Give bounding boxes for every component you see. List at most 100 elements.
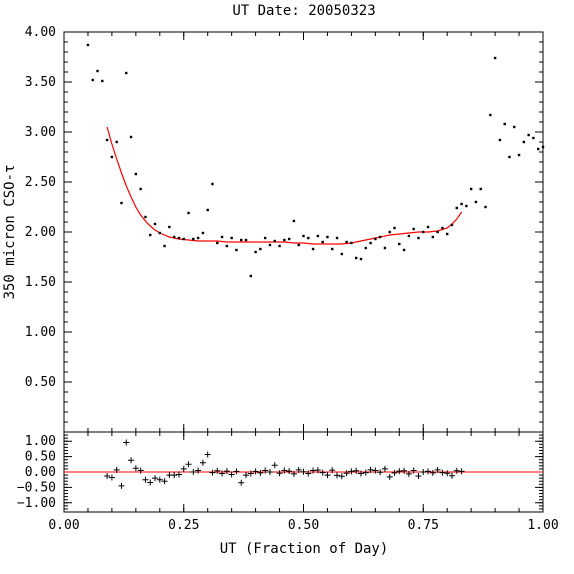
tau-point [326, 235, 329, 239]
tau-y-tick-label: 1.50 [25, 275, 56, 290]
tau-point [240, 238, 243, 242]
tau-point [163, 244, 166, 248]
tau-point [517, 153, 521, 157]
tau-point [503, 122, 506, 126]
residual-point [458, 468, 465, 475]
tau-point [292, 219, 296, 223]
tau-point [235, 248, 238, 252]
tau-point [484, 205, 487, 209]
tau-point [134, 172, 138, 176]
tau-point [321, 240, 324, 244]
tau-point [522, 140, 526, 144]
residual-point [199, 459, 206, 466]
x-tick-label: 0.75 [408, 518, 439, 533]
tau-point [541, 145, 545, 149]
tau-point [115, 140, 118, 144]
fit-curve [106, 126, 463, 245]
residual-point [161, 478, 168, 485]
tau-point [369, 241, 372, 245]
residual-point [420, 469, 427, 475]
tau-point [417, 236, 420, 240]
residual-point [104, 473, 111, 479]
tau-y-tick-label: 1.00 [25, 325, 56, 340]
residual-point [429, 469, 436, 476]
residual-point [233, 468, 240, 475]
residual-point [338, 473, 345, 480]
tau-point [335, 236, 339, 240]
residual-point [381, 465, 388, 472]
tau-point [110, 155, 114, 159]
tau-y-tick-label: 2.50 [25, 175, 56, 190]
residual-point [434, 466, 441, 473]
tau-y-tick-label: 3.50 [25, 75, 56, 90]
tau-point [129, 135, 133, 139]
tau-point [316, 234, 320, 238]
tau-point [96, 69, 99, 73]
residual-point [238, 479, 245, 486]
tau-y-tick-label: 0.50 [25, 375, 56, 390]
residual-point [295, 466, 302, 473]
tau-point [139, 187, 142, 191]
residual-point [137, 467, 144, 474]
residual-point [195, 467, 202, 474]
residual-point [386, 473, 393, 480]
tau-point [149, 233, 152, 237]
residual-point [113, 466, 120, 473]
tau-point [431, 235, 435, 239]
residual-point [357, 470, 364, 477]
tau-point [354, 256, 358, 260]
residual-point [372, 467, 379, 474]
tau-points [86, 43, 545, 278]
residual-point [118, 482, 125, 489]
residual-y-tick-label: 0.00 [25, 465, 56, 480]
tau-point [187, 211, 190, 215]
tau-point [407, 234, 411, 238]
tau-point [436, 230, 439, 234]
residual-point [266, 469, 273, 475]
residual-point [252, 468, 259, 475]
tau-point [220, 235, 224, 239]
tau-point [105, 138, 109, 142]
tau-point [402, 248, 406, 252]
residual-y-tick-label: −0.50 [17, 480, 56, 495]
residual-y-tick-label: 0.50 [25, 450, 56, 465]
x-tick-label: 0.00 [48, 518, 79, 533]
residual-point [362, 469, 369, 476]
tau-y-tick-label: 3.00 [25, 125, 56, 140]
tau-y-tick-label: 4.00 [25, 25, 56, 40]
residual-point [142, 476, 149, 483]
residual-point [219, 470, 226, 477]
tau-point [144, 215, 147, 219]
tau-point [230, 236, 233, 240]
residual-point [190, 469, 197, 475]
residual-point [329, 467, 336, 474]
x-axis-label: UT (Fraction of Day) [220, 541, 389, 557]
tau-y-tick-label: 2.00 [25, 225, 56, 240]
tau-point [498, 138, 502, 142]
residual-point [171, 472, 178, 479]
residual-point [147, 479, 154, 486]
residual-point [180, 465, 187, 472]
tau-point [302, 234, 305, 238]
tau-point [168, 225, 171, 229]
residual-point [415, 473, 422, 479]
tau-point [508, 155, 511, 159]
tau-point [192, 237, 195, 241]
residual-point [305, 470, 312, 477]
residual-point [348, 468, 355, 475]
residual-point [353, 467, 360, 474]
residual-point [128, 457, 135, 464]
tau-point [153, 222, 157, 226]
residual-point [214, 467, 221, 474]
tau-point [460, 202, 463, 206]
residual-point [281, 467, 288, 474]
residual-point [152, 475, 159, 482]
tau-point [537, 147, 540, 151]
tau-point [489, 113, 492, 117]
residual-y-tick-label: 1.00 [25, 434, 56, 449]
residual-point [410, 467, 417, 474]
tau-point [307, 236, 310, 240]
residual-point [377, 469, 384, 476]
residual-point [453, 467, 460, 474]
